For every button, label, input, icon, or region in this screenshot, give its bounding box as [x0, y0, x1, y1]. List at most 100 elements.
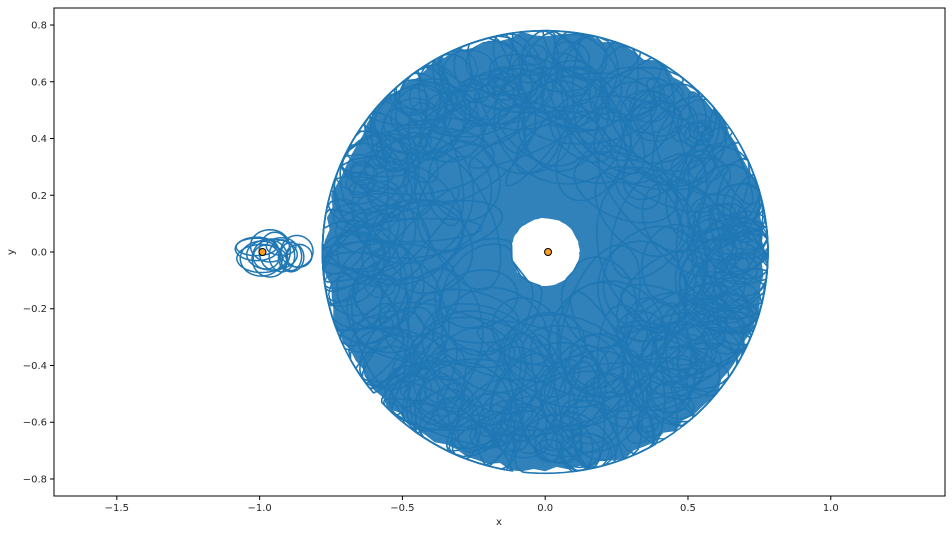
trajectory-loop: [684, 119, 726, 153]
trajectory-loop: [492, 409, 555, 459]
trajectory-loop: [418, 348, 467, 426]
y-tick-label: −0.2: [23, 304, 47, 315]
x-tick-label: 0.0: [537, 503, 553, 514]
trajectory-loop: [687, 203, 737, 233]
trajectory-loop: [683, 258, 747, 309]
trajectory-loop: [548, 280, 667, 398]
trajectory-loop: [412, 363, 467, 407]
trajectory-loop: [418, 406, 477, 452]
trajectory-loop: [493, 67, 544, 109]
x-axis-label: x: [496, 517, 502, 528]
trajectory-loop: [539, 428, 584, 465]
trajectory-loop: [553, 30, 642, 81]
trajectory-loop: [713, 252, 768, 298]
trajectory-loop: [662, 394, 695, 420]
trajectory-loop: [490, 341, 601, 438]
trajectory-loop: [511, 54, 548, 84]
trajectory-loop: [646, 76, 691, 121]
trajectory-loop: [615, 166, 661, 210]
trajectory-loop: [558, 434, 601, 469]
trajectory-loop: [330, 153, 390, 205]
trajectory-loop: [521, 44, 548, 66]
trajectory-loop: [702, 280, 728, 301]
trajectory-loop: [374, 315, 394, 332]
trajectory-loop: [323, 271, 360, 303]
trajectory-loop: [512, 425, 548, 455]
y-tick-label: 0.0: [31, 248, 47, 259]
trajectory-loop: [393, 65, 451, 111]
trajectory-loop: [560, 399, 617, 445]
y-tick-label: −0.6: [23, 418, 47, 429]
y-tick-label: −0.4: [23, 361, 47, 372]
x-tick-label: 0.5: [680, 503, 696, 514]
trajectory-loop: [421, 302, 557, 415]
trajectory-loop: [724, 222, 769, 260]
trajectory-loop: [686, 212, 750, 264]
trajectory-loop: [606, 81, 657, 122]
trajectory-loop: [710, 202, 748, 232]
secondary-loop: [236, 243, 288, 274]
trajectory-loop: [635, 416, 663, 439]
trajectory-loop: [474, 73, 597, 114]
trajectory-loop: [676, 300, 729, 342]
trajectory-loop: [514, 123, 561, 175]
y-tick-label: −0.8: [23, 474, 47, 485]
trajectory-loop: [389, 71, 442, 114]
y-tick-label: 0.4: [31, 134, 47, 145]
trajectory-loop: [678, 367, 703, 388]
trajectory-loop: [553, 66, 593, 98]
trajectory-loop: [369, 138, 409, 171]
x-tick-label: 1.0: [823, 503, 839, 514]
trajectory-loop: [350, 134, 475, 265]
trajectory-loop: [504, 432, 528, 452]
trajectory-loop: [352, 192, 401, 232]
trajectory-loop: [393, 86, 430, 117]
trajectory-loop: [635, 413, 660, 433]
trajectory-loop: [423, 375, 459, 404]
trajectory-loop: [355, 217, 483, 243]
trajectory-loop: [363, 272, 396, 299]
trajectory-loop: [624, 296, 693, 387]
trajectory-loop: [665, 145, 761, 251]
trajectory-loop: [477, 429, 502, 450]
trajectory-loop: [457, 73, 516, 121]
trajectory-loop: [676, 98, 734, 147]
secondary-loop: [235, 237, 278, 257]
trajectory-loop: [683, 156, 732, 196]
trajectory-loop: [375, 133, 413, 163]
primary-body-point: [544, 248, 553, 256]
trajectory-loop: [464, 40, 524, 88]
trajectory-loop: [348, 181, 370, 199]
x-tick-label: −1.0: [247, 503, 271, 514]
trajectory-loop: [334, 208, 392, 254]
trajectory-loop: [364, 148, 416, 191]
trajectory-loop: [633, 307, 745, 395]
trajectory-loop: [687, 153, 724, 183]
y-axis-label: y: [6, 249, 17, 255]
trajectory-loop: [560, 256, 638, 350]
x-ticks: −1.5 −1.0 −0.5 0.0 0.5 1.0: [105, 496, 839, 514]
trajectory-loop: [694, 297, 730, 326]
trajectory-loop: [552, 33, 623, 116]
trajectory-loop: [651, 104, 700, 186]
trajectory-loop: [382, 106, 424, 141]
y-tick-label: 0.8: [31, 21, 47, 32]
trajectory-loop: [500, 313, 629, 409]
trajectory-loop: [559, 244, 642, 389]
trajectory-series: [234, 29, 769, 475]
bridge-loop: [284, 243, 313, 268]
trajectory-loop: [414, 288, 521, 344]
trajectory-loop: [413, 359, 441, 381]
trajectory-loop: [619, 89, 676, 135]
trajectory-loop: [367, 180, 402, 208]
secondary-loop: [251, 239, 289, 278]
trajectory-loop: [360, 199, 466, 286]
trajectory-loop: [384, 117, 483, 155]
trajectory-loop: [687, 113, 712, 134]
trajectory-loop: [414, 361, 512, 458]
y-ticks: −0.8 −0.6 −0.4 −0.2 0.0 0.2 0.4 0.6 0.8: [23, 21, 54, 485]
trajectory-loop: [469, 403, 513, 438]
trajectory-loop: [442, 48, 496, 92]
trajectory-loop: [408, 77, 458, 118]
trajectory-loop: [593, 56, 716, 185]
